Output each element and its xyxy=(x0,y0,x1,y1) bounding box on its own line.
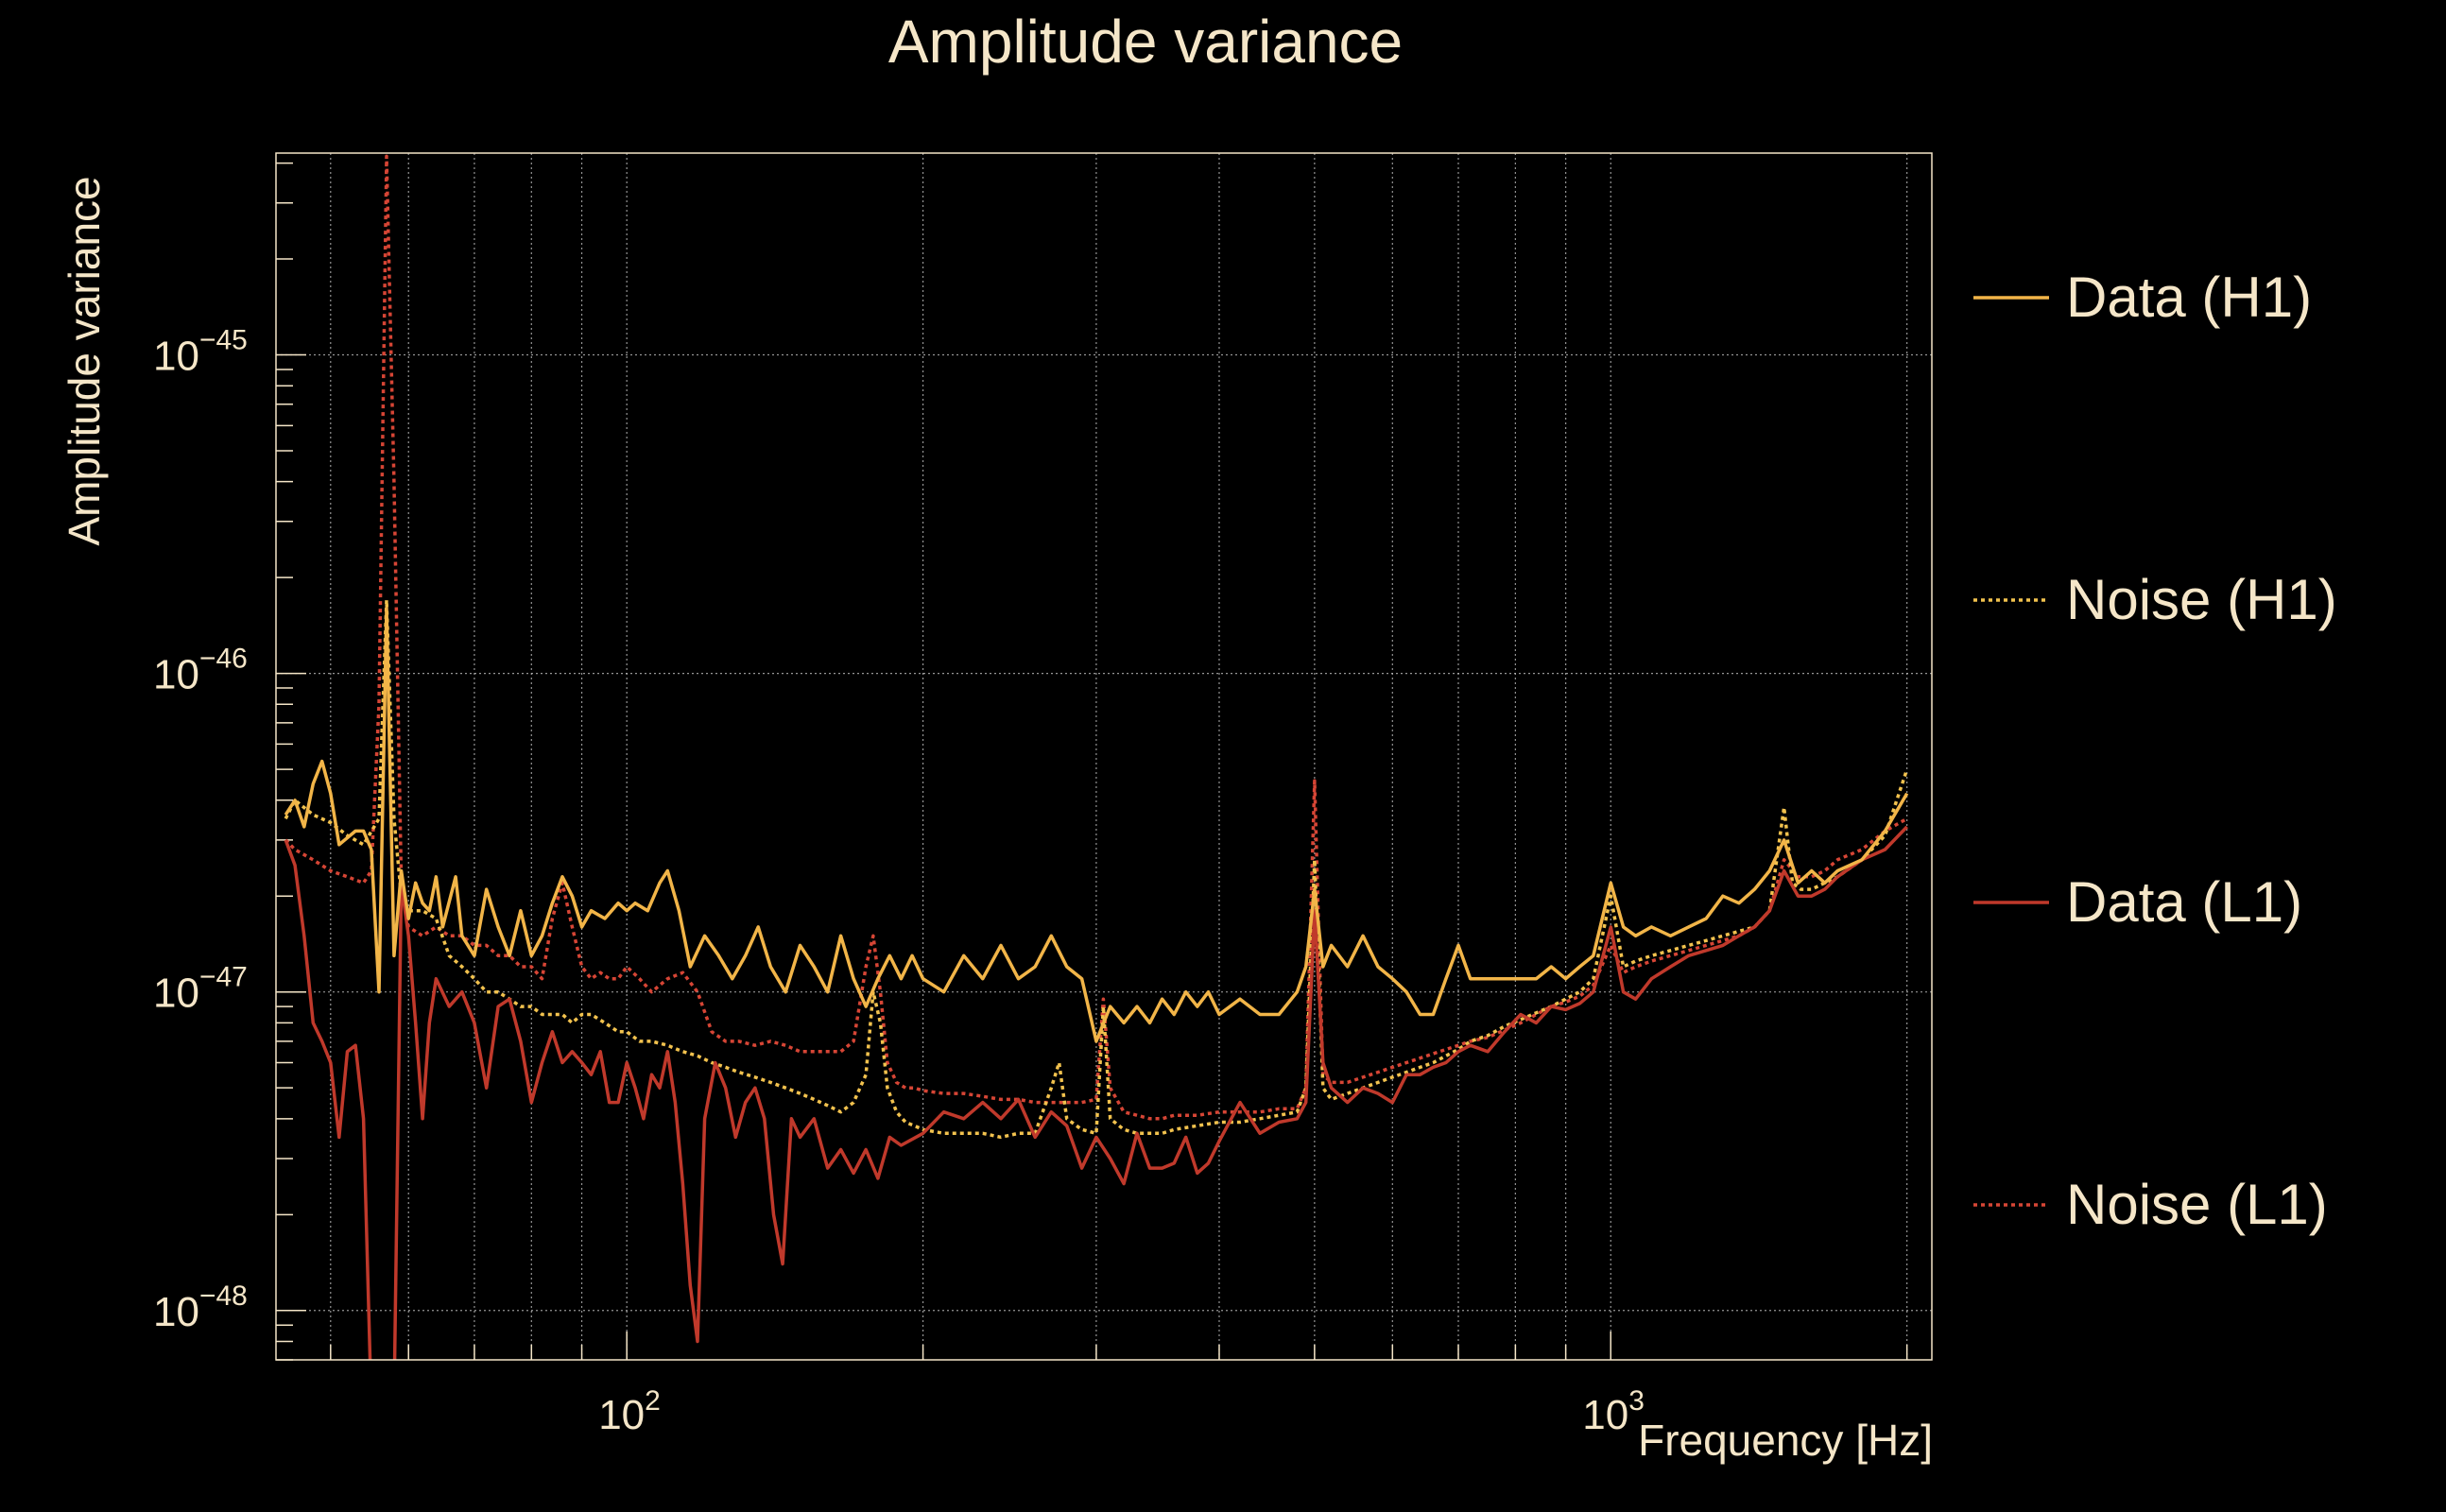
series-line-noise-h1 xyxy=(284,598,1909,1140)
x-tick-label: 102 xyxy=(598,1385,661,1438)
tick-labels: 102 103 10−48 10−47 10−46 10−45 xyxy=(153,325,1645,1438)
y-tick-label: 10−48 xyxy=(153,1280,248,1335)
legend-label: Data (L1) xyxy=(2066,870,2302,934)
chart-title: Amplitude variance xyxy=(888,8,1403,76)
series-line-data-h1 xyxy=(284,607,1909,1043)
plot-frame xyxy=(275,152,1933,1361)
y-tick-label: 10−47 xyxy=(153,962,248,1017)
legend-label: Data (H1) xyxy=(2066,266,2312,329)
x-axis-label: Frequency [Hz] xyxy=(1638,1416,1933,1465)
grid-lines xyxy=(276,153,1932,1360)
legend-label: Noise (L1) xyxy=(2066,1173,2328,1236)
series-line-data-l1 xyxy=(284,825,1908,1360)
plot-area xyxy=(284,154,1909,1360)
y-tick-label: 10−45 xyxy=(153,325,248,380)
x-tick-label: 103 xyxy=(1582,1385,1645,1438)
axis-ticks xyxy=(276,162,1908,1361)
legend-label: Noise (H1) xyxy=(2066,568,2337,631)
legend: Data (H1) Noise (H1) Data (L1) Noise (L1) xyxy=(1973,266,2337,1236)
y-axis-label: Amplitude variance xyxy=(60,176,109,545)
y-tick-label: 10−46 xyxy=(153,644,248,698)
